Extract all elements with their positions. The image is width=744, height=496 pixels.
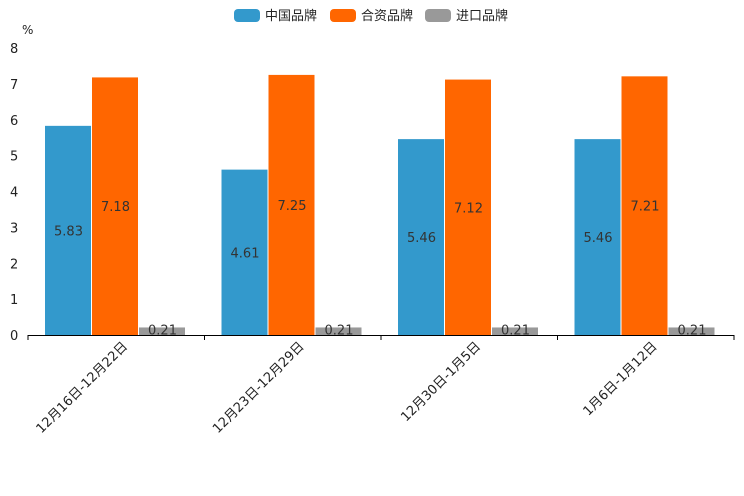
x-category-label: 1月6日-1月12日: [581, 339, 661, 419]
legend-swatch-3[interactable]: [425, 9, 451, 22]
y-tick-label: 8: [10, 42, 18, 57]
y-axis-unit: %: [22, 23, 33, 37]
bar-1-1[interactable]: [45, 125, 91, 335]
bar-2-2[interactable]: [268, 74, 315, 335]
bar-1-2[interactable]: [221, 169, 268, 335]
bar-3-4[interactable]: [668, 327, 715, 335]
bar-1-3[interactable]: [398, 139, 444, 335]
y-axis: 0 1 2 3 4 5 6 7 8: [10, 42, 18, 344]
y-tick-label: 2: [10, 257, 18, 272]
data-label-3-1: 0.21: [148, 324, 177, 339]
legend-label-3[interactable]: 进口品牌: [456, 8, 508, 24]
bar-3-2[interactable]: [315, 327, 362, 335]
data-label-1-4: 5.46: [584, 231, 613, 246]
bar-2-4[interactable]: [621, 76, 668, 335]
x-category-label: 12月23日-12月29日: [210, 339, 307, 436]
x-category-label: 12月16日-12月22日: [34, 339, 131, 436]
data-label-2-1: 7.18: [101, 200, 130, 215]
bars: 5.83 7.18 0.21 4.61 7.25 0.21 5.46 7.12 0.21 5.46…: [45, 74, 715, 339]
bar-2-1[interactable]: [92, 77, 138, 335]
data-label-1-1: 5.83: [54, 224, 83, 239]
legend: 中国品牌 合资品牌 进口品牌: [234, 8, 508, 24]
y-tick-label: 7: [10, 78, 18, 93]
x-axis: 12月16日-12月22日 12月23日-12月29日 12月30日-1月5日 1月6…: [27, 335, 735, 437]
bar-2-3[interactable]: [445, 79, 491, 335]
data-label-3-4: 0.21: [678, 324, 707, 339]
bar-3-3[interactable]: [492, 327, 538, 335]
y-tick-label: 4: [10, 186, 18, 201]
data-label-2-2: 7.25: [278, 199, 307, 214]
data-label-2-4: 7.21: [631, 200, 660, 215]
bar-3-1[interactable]: [139, 327, 185, 335]
bar-1-4[interactable]: [574, 139, 621, 335]
data-label-1-2: 4.61: [231, 246, 260, 261]
data-label-2-3: 7.12: [454, 201, 483, 216]
legend-swatch-1[interactable]: [234, 9, 260, 22]
data-label-3-2: 0.21: [325, 324, 354, 339]
y-tick-label: 6: [10, 114, 18, 129]
legend-swatch-2[interactable]: [330, 9, 356, 22]
y-tick-label: 1: [10, 293, 18, 308]
legend-label-2[interactable]: 合资品牌: [361, 8, 413, 24]
y-tick-label: 3: [10, 221, 18, 236]
y-tick-label: 5: [10, 150, 18, 165]
data-label-3-3: 0.21: [501, 324, 530, 339]
y-tick-label: 0: [10, 329, 18, 344]
x-category-label: 12月30日-1月5日: [398, 339, 484, 425]
legend-label-1[interactable]: 中国品牌: [265, 8, 317, 24]
data-label-1-3: 5.46: [407, 231, 436, 246]
